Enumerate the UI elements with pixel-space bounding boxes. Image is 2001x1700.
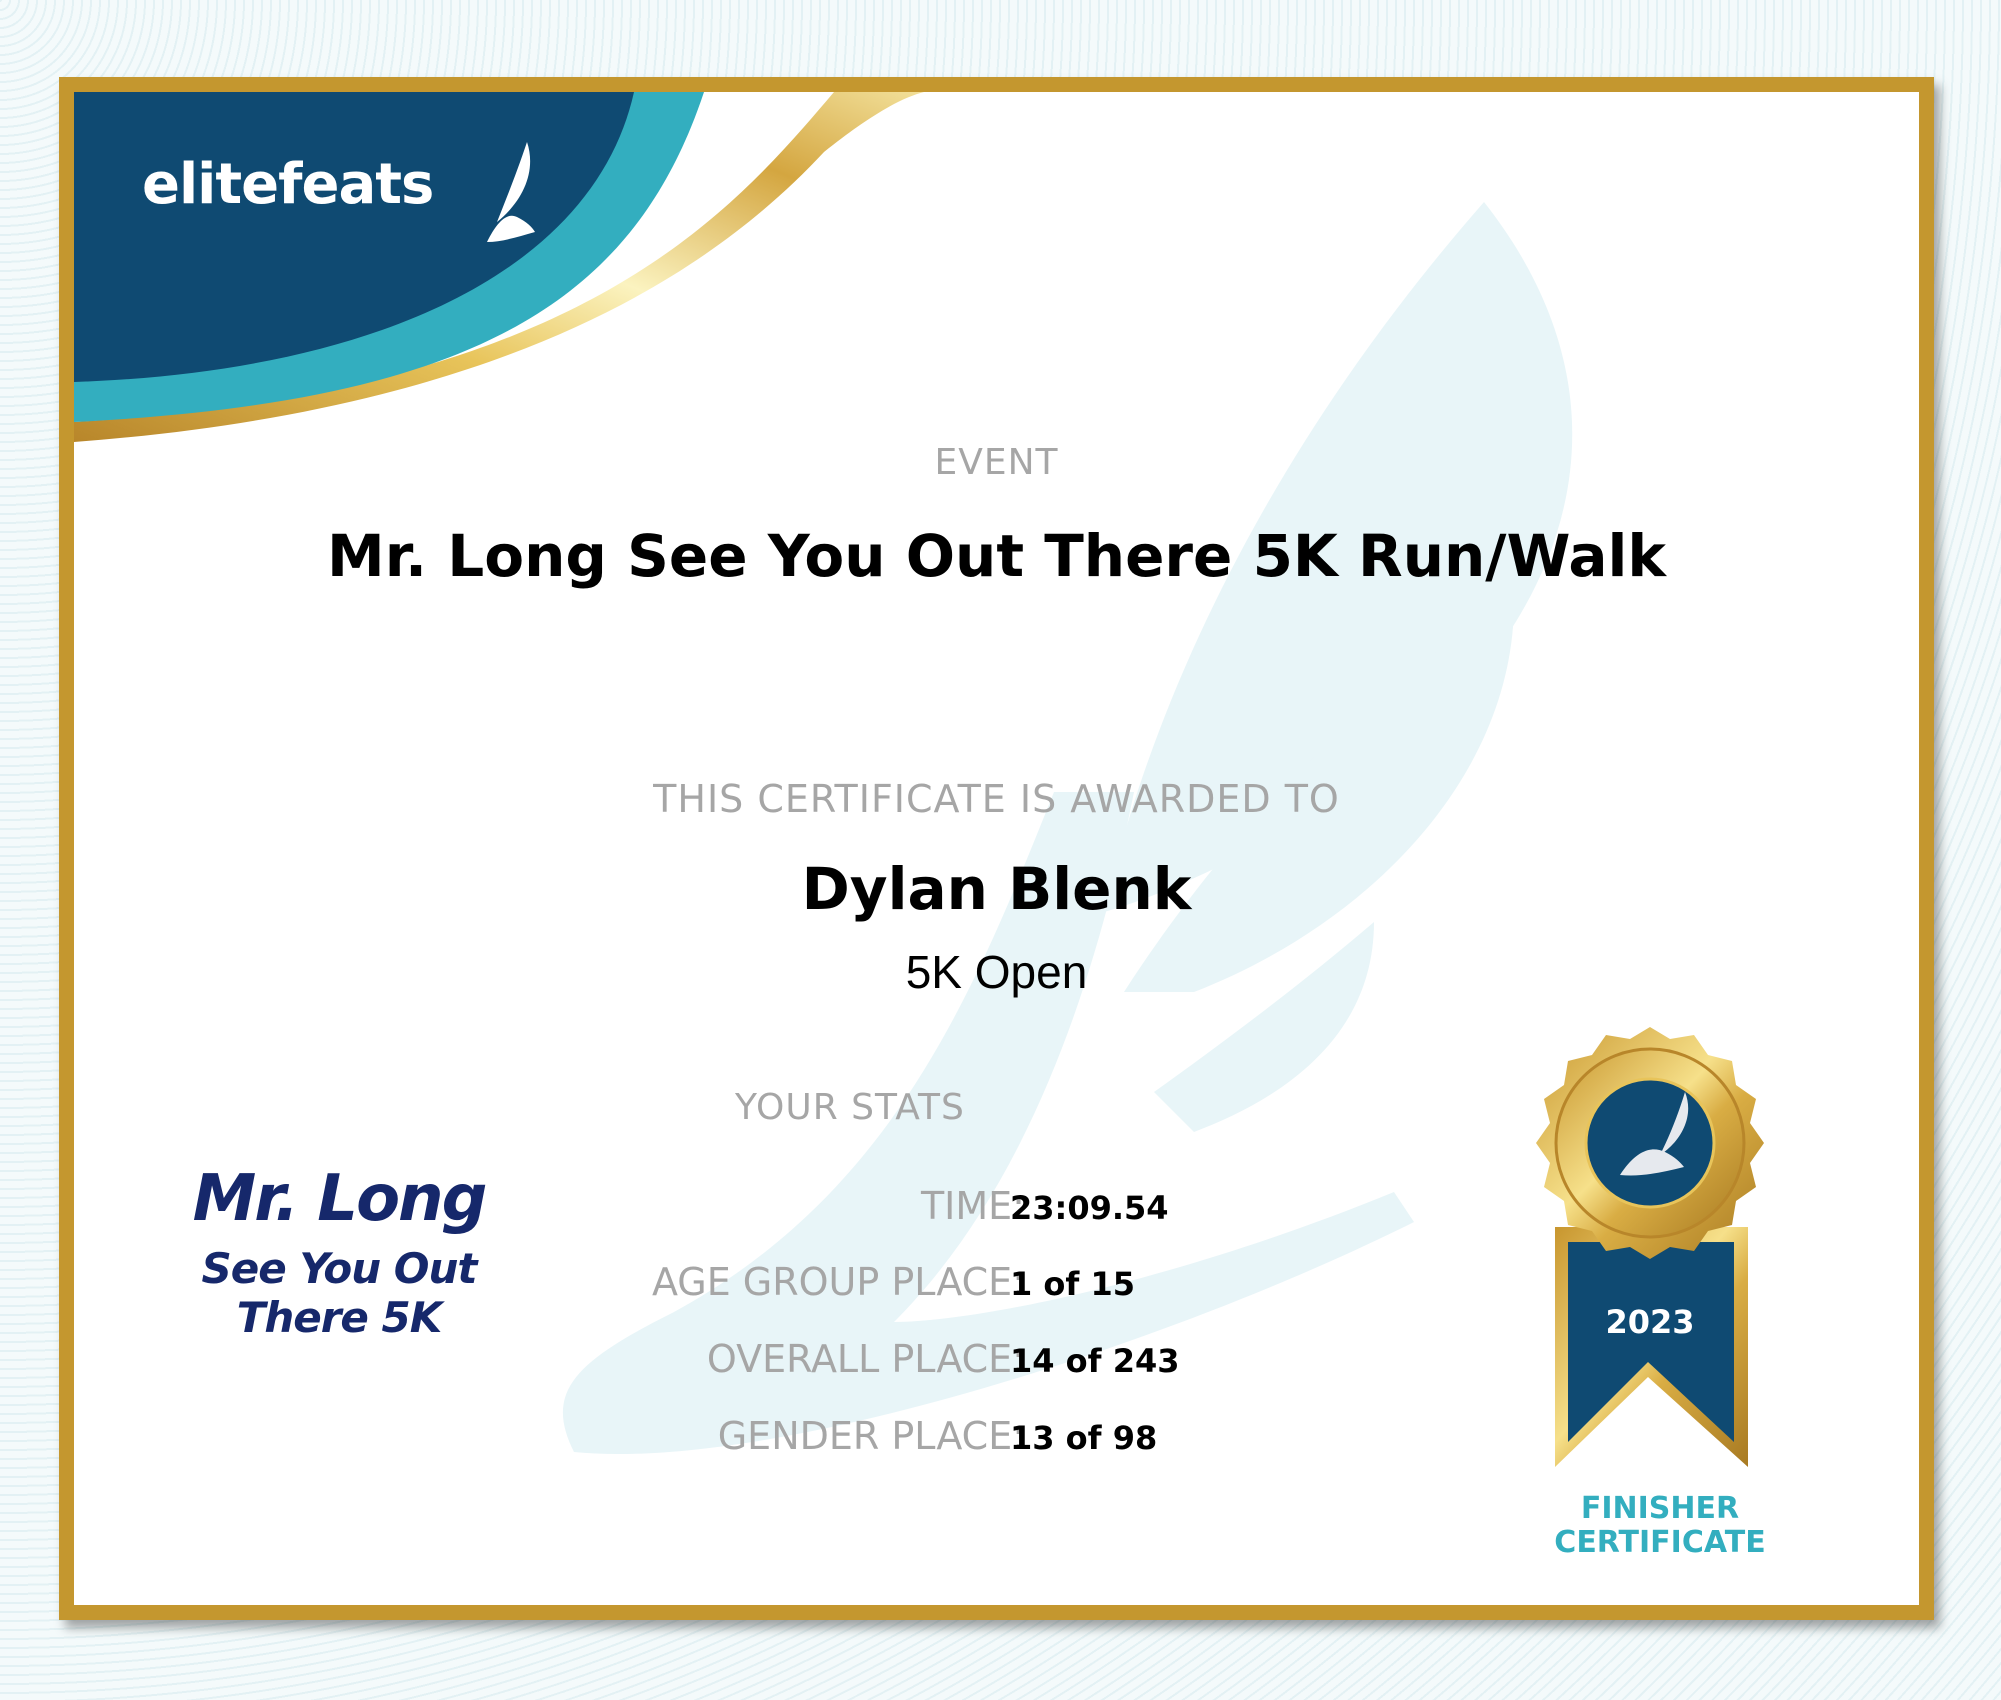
event-logo-line2: See You Out [201,1244,478,1293]
header-banner [74,92,924,442]
stat-row-gender: GENDER PLACE: 13 of 98 [74,1414,1919,1464]
winged-foot-watermark-icon [562,202,1573,1455]
stat-row-age-group: AGE GROUP PLACE: 1 of 15 [74,1260,1919,1310]
stat-label: GENDER PLACE: [717,1414,1025,1458]
stat-label: OVERALL PLACE: [706,1337,1025,1381]
event-logo: Mr. Long See You Out There 5K [174,1162,504,1342]
recipient-name: Dylan Blenk [801,855,1192,923]
event-title: Mr. Long See You Out There 5K Run/Walk [327,522,1666,590]
event-label: EVENT [934,442,1059,483]
stat-value: 14 of 243 [1010,1342,1180,1380]
elitefeats-logo: elitefeats [142,142,535,242]
certificate: elitefeats EVENT Mr. Long See You Out Th… [59,77,1934,1620]
brand-name: elitefeats [142,152,434,217]
stat-row-time: TIME: 23:09.54 [74,1184,1919,1234]
stat-value: 23:09.54 [1010,1189,1169,1227]
stat-label: TIME: [920,1184,1025,1228]
event-logo-line3: There 5K [236,1293,443,1342]
winged-foot-icon [487,142,535,242]
badge-year: 2023 [1605,1303,1694,1341]
finisher-certificate-label: FINISHER CERTIFICATE [1450,1492,1870,1560]
division: 5K Open [905,946,1088,998]
event-logo-line1: Mr. Long [192,1162,488,1236]
stat-label: AGE GROUP PLACE: [651,1260,1025,1304]
finisher-badge: 2023 [1536,1027,1764,1467]
stats-label: YOUR STATS [735,1087,965,1128]
stat-row-overall: OVERALL PLACE: 14 of 243 [74,1337,1919,1387]
stat-value: 1 of 15 [1010,1265,1135,1303]
badge-line2: CERTIFICATE [1554,1525,1766,1560]
badge-line1: FINISHER [1580,1491,1740,1526]
stat-value: 13 of 98 [1010,1419,1158,1457]
award-label: THIS CERTIFICATE IS AWARDED TO [653,777,1340,821]
winged-foot-icon [1620,1092,1689,1176]
